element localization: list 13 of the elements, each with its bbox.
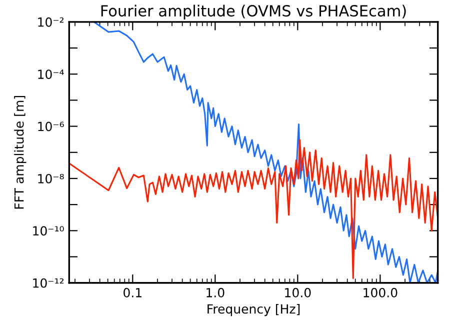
x-tick-label: 0.1 (124, 288, 142, 298)
chart-title: Fourier amplitude (OVMS vs PHASEcam) (101, 4, 406, 20)
y-tick-label: 10⁻² (38, 17, 64, 27)
y-axis-title: FFT amplitude [m] (14, 96, 26, 209)
y-tick-label: 10⁻¹² (33, 278, 64, 288)
x-tick-label: 1.0 (206, 288, 224, 298)
y-tick-label: 10⁻⁸ (38, 174, 64, 184)
x-axis-title: Frequency [Hz] (208, 304, 300, 316)
x-tick-label: 10.0 (285, 288, 311, 298)
x-tick-label: 100.0 (364, 288, 398, 298)
y-tick-label: 10⁻⁶ (38, 122, 64, 132)
y-tick-label: 10⁻¹⁰ (33, 226, 64, 236)
y-tick-label: 10⁻⁴ (38, 70, 64, 80)
